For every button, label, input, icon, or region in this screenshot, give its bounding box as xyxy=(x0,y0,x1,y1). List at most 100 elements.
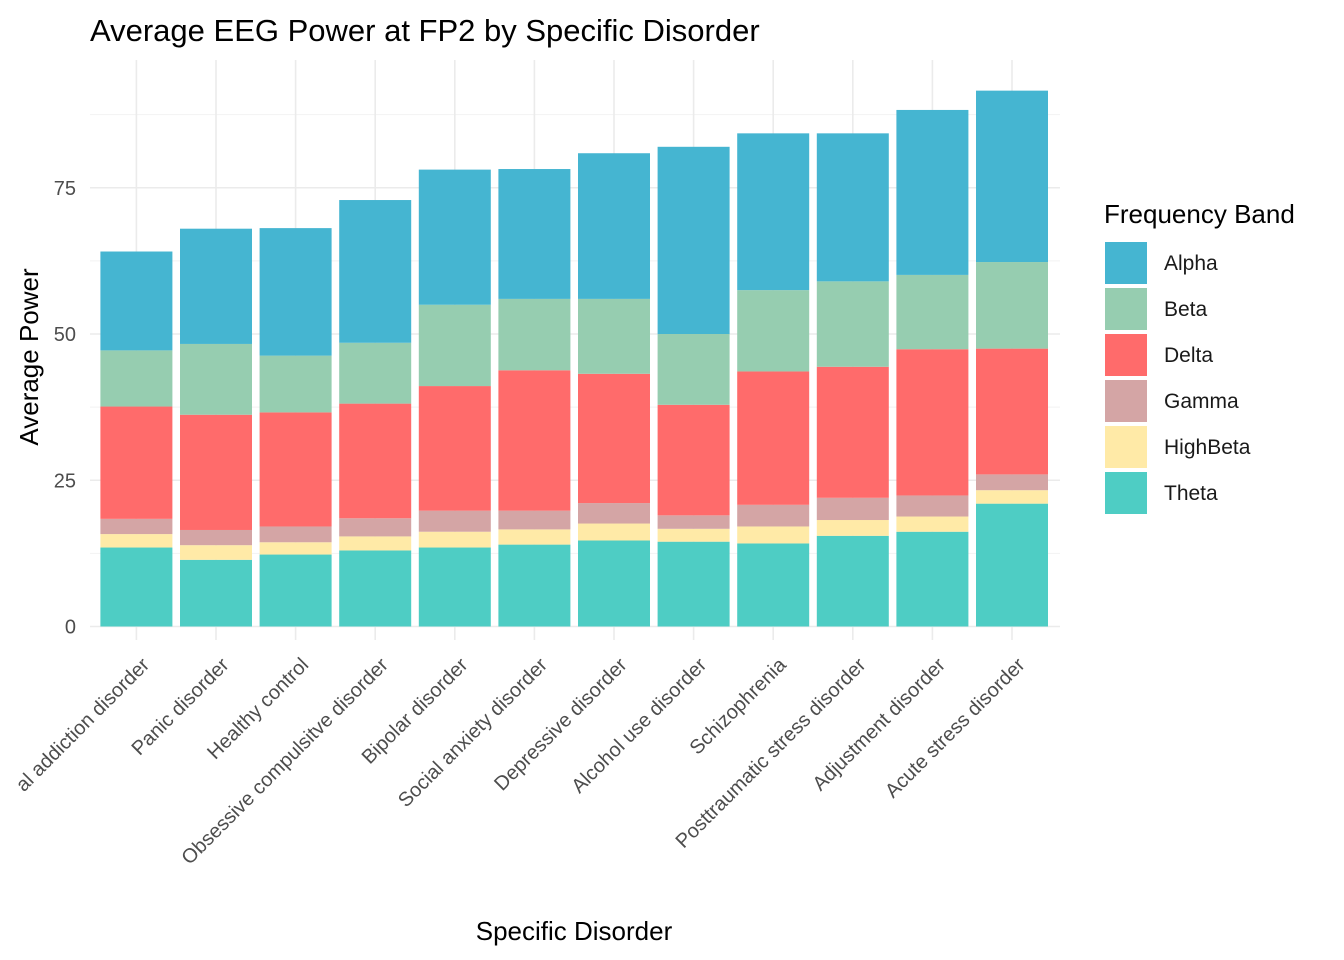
legend-swatch-highbeta xyxy=(1105,426,1147,468)
legend-label: Theta xyxy=(1164,482,1218,505)
bar-segment-theta xyxy=(259,554,332,627)
bar-segment-highbeta xyxy=(180,545,252,560)
bar-segment-beta xyxy=(498,298,571,371)
x-tick-label: Social anxiety disorder xyxy=(394,654,552,812)
bar-segment-beta xyxy=(976,262,1048,349)
x-tick-label: Alcohol use disorder xyxy=(567,654,711,798)
bar-segment-highbeta xyxy=(657,528,730,542)
legend-swatch-alpha xyxy=(1105,242,1147,284)
legend-swatch-beta xyxy=(1105,288,1147,330)
bar-segment-delta xyxy=(657,404,730,516)
bar-segment-gamma xyxy=(100,518,173,535)
bar-segment-gamma xyxy=(498,510,571,530)
bar-segment-alpha xyxy=(976,90,1048,263)
bars xyxy=(100,90,1048,627)
bar-segment-alpha xyxy=(100,251,173,351)
x-axis-title: Specific Disorder xyxy=(476,916,673,946)
bar-segment-theta xyxy=(498,544,571,627)
bar-segment-beta xyxy=(259,355,332,413)
bar-segment-highbeta xyxy=(976,490,1048,504)
bar-segment-delta xyxy=(180,414,252,530)
bar-segment-beta xyxy=(737,290,810,372)
bar-segment-highbeta xyxy=(816,520,889,536)
legend-title: Frequency Band xyxy=(1104,199,1295,229)
bar-segment-delta xyxy=(100,406,173,519)
bar-segment-highbeta xyxy=(418,531,491,548)
x-tick-label: Depressive disorder xyxy=(490,654,632,796)
bar-segment-alpha xyxy=(578,153,650,299)
bar-segment-alpha xyxy=(737,133,810,291)
bar-segment-delta xyxy=(816,366,889,498)
bar-segment-beta xyxy=(418,304,491,387)
bar-segment-beta xyxy=(816,281,889,367)
bar-segment-highbeta xyxy=(737,526,810,544)
bar-segment-highbeta xyxy=(100,534,173,548)
bar-segment-alpha xyxy=(498,169,571,299)
bar-segment-highbeta xyxy=(578,523,650,541)
bar-segment-highbeta xyxy=(498,529,571,545)
bar-segment-beta xyxy=(657,334,730,405)
legend-label: Delta xyxy=(1164,344,1213,367)
bar-segment-gamma xyxy=(816,497,889,521)
bar-segment-beta xyxy=(339,342,412,404)
bar-segment-theta xyxy=(100,547,173,627)
legend-swatch-theta xyxy=(1105,472,1147,514)
chart-title: Average EEG Power at FP2 by Specific Dis… xyxy=(90,13,760,48)
bar-segment-delta xyxy=(737,371,810,505)
bar-segment-delta xyxy=(578,373,650,504)
bar-segment-gamma xyxy=(259,526,332,543)
bar-segment-gamma xyxy=(976,474,1048,491)
bar-segment-theta xyxy=(896,531,969,627)
bar-segment-theta xyxy=(816,535,889,627)
bar-segment-beta xyxy=(100,350,173,407)
bar-segment-theta xyxy=(339,550,412,627)
legend: Frequency Band Alpha Beta Delta Gamma HighBe… xyxy=(1104,199,1295,514)
bar-segment-alpha xyxy=(657,146,730,334)
legend-swatch-gamma xyxy=(1105,380,1147,422)
legend-swatch-delta xyxy=(1105,334,1147,376)
y-tick-label: 0 xyxy=(65,617,76,639)
bar-segment-highbeta xyxy=(259,542,332,555)
bar-segment-theta xyxy=(976,503,1048,627)
bar-segment-theta xyxy=(578,540,650,627)
bar-segment-delta xyxy=(498,370,571,511)
bar-segment-beta xyxy=(180,343,252,415)
bar-segment-alpha xyxy=(259,228,332,356)
bar-segment-delta xyxy=(339,403,412,519)
y-tick-label: 50 xyxy=(54,324,76,346)
bar-segment-alpha xyxy=(418,169,491,305)
x-tick-label: al addiction disorder xyxy=(12,654,154,796)
y-axis-ticks: 0 25 50 75 xyxy=(54,178,76,639)
bar-segment-alpha xyxy=(180,228,252,344)
legend-label: Alpha xyxy=(1164,252,1218,275)
bar-segment-gamma xyxy=(657,515,730,529)
bar-segment-theta xyxy=(418,547,491,627)
y-tick-label: 75 xyxy=(54,178,76,200)
legend-label: Beta xyxy=(1164,298,1208,321)
bar-segment-theta xyxy=(737,543,810,627)
bar-segment-gamma xyxy=(737,504,810,527)
bar-segment-highbeta xyxy=(896,516,969,532)
bar-segment-gamma xyxy=(578,503,650,524)
bar-segment-beta xyxy=(578,298,650,374)
bar-segment-theta xyxy=(657,541,730,627)
legend-label: Gamma xyxy=(1164,390,1239,413)
bar-segment-beta xyxy=(896,274,969,350)
bar-segment-alpha xyxy=(896,109,969,275)
x-tick-label: Acute stress disorder xyxy=(881,654,1030,803)
bar-segment-gamma xyxy=(896,495,969,517)
y-tick-label: 25 xyxy=(54,470,76,492)
bar-segment-gamma xyxy=(339,518,412,537)
bar-segment-delta xyxy=(896,349,969,496)
bar-segment-delta xyxy=(418,386,491,511)
x-tick-label: Adjustment disorder xyxy=(809,654,951,796)
bar-segment-alpha xyxy=(339,200,412,343)
bar-segment-gamma xyxy=(180,529,252,546)
bar-segment-highbeta xyxy=(339,536,412,551)
bar-segment-gamma xyxy=(418,510,491,532)
legend-label: HighBeta xyxy=(1164,436,1251,459)
y-axis-title: Average Power xyxy=(14,268,44,446)
bar-segment-alpha xyxy=(816,133,889,282)
